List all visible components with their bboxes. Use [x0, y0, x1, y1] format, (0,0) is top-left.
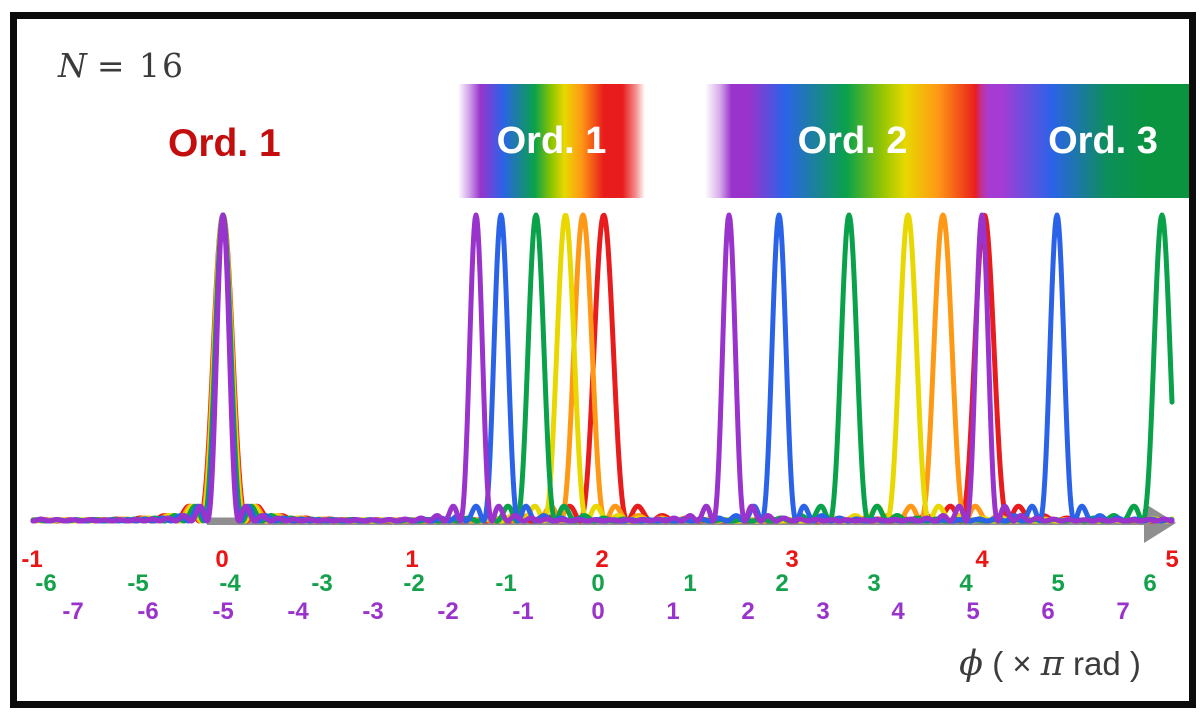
- tick-green-2: 2: [775, 570, 789, 597]
- tick-green--6: -6: [35, 570, 57, 597]
- x-axis-title: ϕ ( × π rad ): [930, 644, 1170, 684]
- curve-red: [30, 212, 1175, 524]
- tick-green--1: -1: [495, 570, 517, 597]
- tick-red-1: 1: [405, 546, 419, 573]
- tick-green--5: -5: [127, 570, 149, 597]
- tick-violet-5: 5: [966, 598, 980, 625]
- n-slits-label: N = 16: [58, 46, 185, 85]
- n-variable: N: [58, 46, 87, 85]
- tick-violet-1: 1: [666, 598, 680, 625]
- spectrum-band-order-3: Ord. 3: [975, 84, 1189, 198]
- tick-violet--5: -5: [212, 598, 234, 625]
- n-value: = 16: [96, 46, 186, 85]
- tick-red-2: 2: [595, 546, 609, 573]
- tick-violet--1: -1: [512, 598, 534, 625]
- tick-green-5: 5: [1051, 570, 1065, 597]
- tick-violet--6: -6: [137, 598, 159, 625]
- tick-red-3: 3: [785, 546, 799, 573]
- tick-violet--3: -3: [362, 598, 384, 625]
- tick-violet-6: 6: [1041, 598, 1055, 625]
- tick-violet--7: -7: [62, 598, 84, 625]
- tick-violet-3: 3: [816, 598, 830, 625]
- axis-unit-close: rad ): [1072, 645, 1141, 682]
- axis-unit-open: ( ×: [992, 645, 1032, 682]
- tick-violet--4: -4: [287, 598, 309, 625]
- axis-scale-violet: -7 -6 -5 -4 -3 -2 -1 0 1 2 3 4 5 6 7: [0, 598, 1200, 625]
- tick-violet-0: 0: [591, 598, 605, 625]
- tick-red-4: 4: [975, 546, 989, 573]
- tick-red-0: 0: [215, 546, 229, 573]
- band-order-2-label: Ord. 2: [797, 119, 908, 162]
- tick-green-3: 3: [867, 570, 881, 597]
- axis-scale-green: -6 -5 -4 -3 -2 -1 0 1 2 3 4 5 6: [0, 570, 1200, 597]
- axis-scale-red: -1 0 1 2 3 4 5: [0, 546, 1200, 573]
- tick-green-6: 6: [1143, 570, 1157, 597]
- phi-symbol: ϕ: [959, 644, 984, 684]
- spectrum-band-order-2: Ord. 2: [705, 84, 1000, 198]
- tick-green--4: -4: [219, 570, 241, 597]
- tick-violet-4: 4: [891, 598, 905, 625]
- tick-violet-2: 2: [741, 598, 755, 625]
- order-1-annotation-left: Ord. 1: [168, 122, 281, 165]
- tick-green--2: -2: [403, 570, 425, 597]
- band-order-1-label: Ord. 1: [496, 119, 607, 162]
- band-order-3-label: Ord. 3: [1048, 119, 1158, 162]
- curve-violet: [30, 212, 1175, 524]
- tick-violet-7: 7: [1116, 598, 1130, 625]
- tick-red-5: 5: [1165, 546, 1179, 573]
- tick-green-4: 4: [959, 570, 973, 597]
- pi-symbol: π: [1040, 644, 1064, 684]
- tick-violet--2: -2: [437, 598, 459, 625]
- tick-green-0: 0: [591, 570, 605, 597]
- tick-red--1: -1: [21, 546, 43, 573]
- tick-green--3: -3: [311, 570, 333, 597]
- spectrum-band-order-1: Ord. 1: [458, 84, 645, 198]
- tick-green-1: 1: [683, 570, 697, 597]
